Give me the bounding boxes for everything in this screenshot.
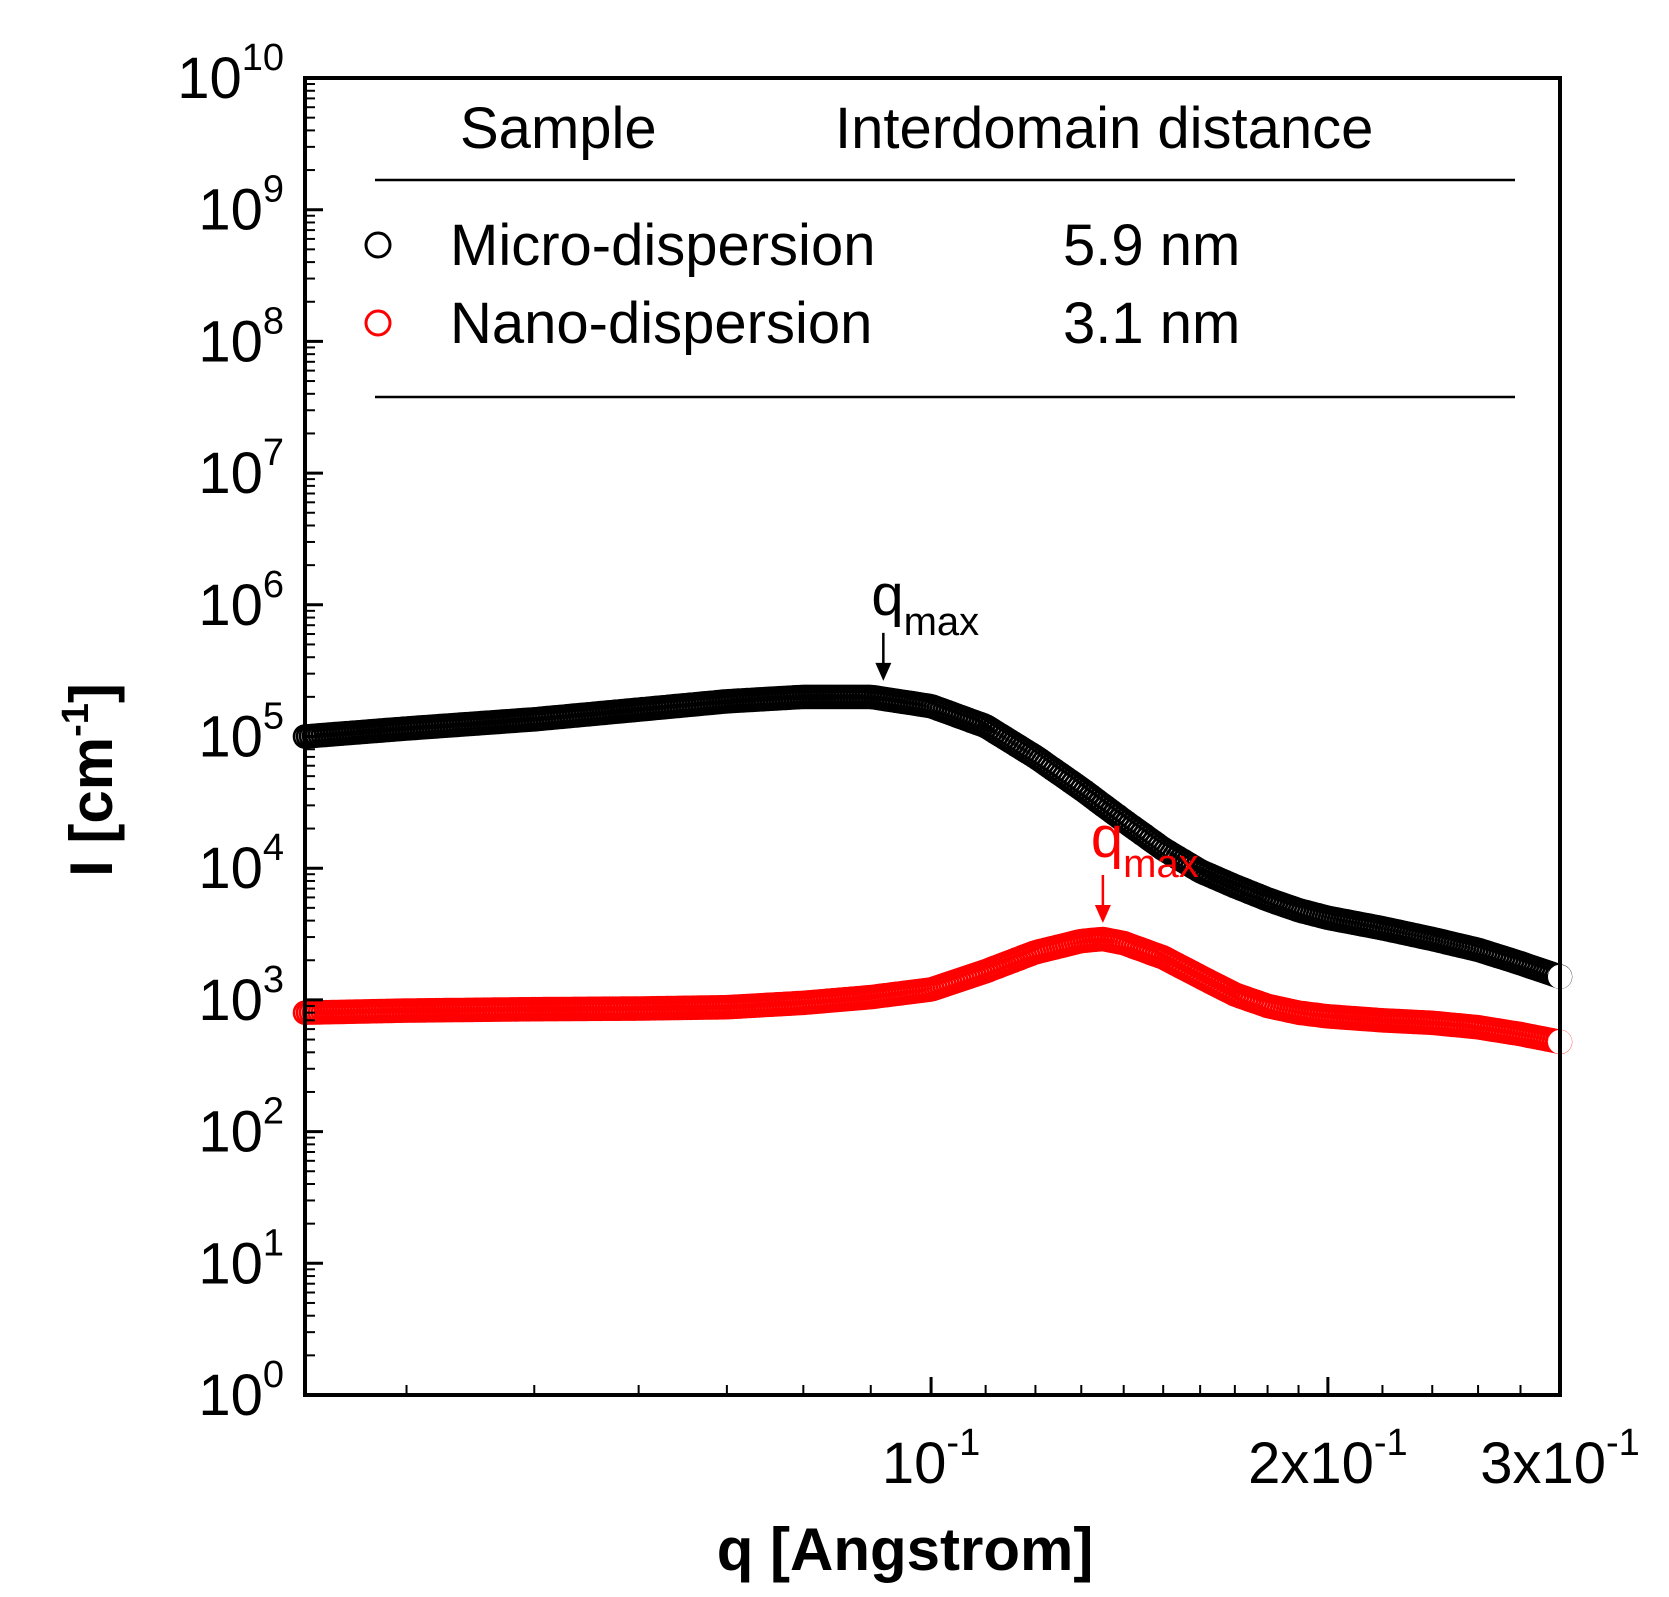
qmax-annotation-0: qmax — [871, 563, 979, 681]
qmax-annotation-1: qmax — [1091, 805, 1199, 924]
x-tick-base: 10 — [1309, 1431, 1374, 1496]
legend-header-sample: Sample — [460, 96, 657, 161]
x-tick-exponent: -1 — [946, 1422, 980, 1464]
qmax-label-main: q — [1091, 805, 1123, 870]
y-tick-base: 10 — [198, 309, 263, 374]
x-axis: 10-1 2x10-1 3x10-1 — [405, 1377, 1640, 1496]
legend-distance-micro: 5.9 nm — [1063, 213, 1240, 278]
legend-header-distance: Interdomain distance — [835, 96, 1373, 161]
y-tick-base: 10 — [198, 1363, 263, 1428]
y-tick-base: 10 — [198, 968, 263, 1033]
legend-label-micro: Micro-dispersion — [450, 213, 875, 278]
x-tick-exponent: -1 — [1606, 1422, 1640, 1464]
y-tick-label: 108 — [198, 300, 284, 374]
y-tick-exponent: 0 — [263, 1354, 284, 1396]
y-tick-base: 10 — [198, 705, 263, 770]
series-layer — [292, 684, 1573, 1055]
x-tick-mantissa: 2x — [1248, 1431, 1309, 1496]
y-tick-label: 100 — [198, 1354, 284, 1428]
y-tick-exponent: 3 — [263, 959, 284, 1001]
y-tick-base: 10 — [198, 441, 263, 506]
y-axis-title: I [cm-1] — [55, 683, 125, 877]
y-tick-label: 1010 — [177, 37, 284, 111]
x-tick-base: 10 — [882, 1431, 947, 1496]
y-tick-label: 101 — [198, 1222, 284, 1296]
qmax-label: qmax — [871, 563, 979, 644]
y-tick-exponent: 5 — [263, 696, 284, 738]
y-axis-title-exponent: -1 — [55, 703, 97, 737]
legend-marker-nano — [364, 309, 392, 337]
x-tick-label: 10-1 — [882, 1422, 980, 1496]
y-tick-exponent: 2 — [263, 1091, 284, 1133]
y-tick-label: 105 — [198, 696, 284, 770]
legend-distance-nano: 3.1 nm — [1063, 291, 1240, 356]
x-tick-label: 3x10-1 — [1480, 1422, 1640, 1496]
qmax-arrow-head — [875, 662, 892, 681]
y-tick-exponent: 9 — [263, 169, 284, 211]
y-tick-label: 104 — [198, 827, 284, 901]
series-nano-dispersion — [292, 926, 1573, 1055]
qmax-label-sub: max — [904, 600, 980, 644]
y-tick-exponent: 4 — [263, 827, 284, 869]
y-tick-exponent: 8 — [263, 300, 284, 342]
y-tick-label: 106 — [198, 564, 284, 638]
y-tick-base: 10 — [198, 573, 263, 638]
y-tick-exponent: 6 — [263, 564, 284, 606]
series-micro-dispersion — [292, 684, 1573, 990]
y-tick-label: 103 — [198, 959, 284, 1033]
legend-marker-micro — [364, 231, 392, 259]
y-tick-base: 10 — [177, 46, 242, 111]
y-tick-label: 109 — [198, 169, 284, 243]
x-tick-base: 10 — [1541, 1431, 1606, 1496]
qmax-label: qmax — [1091, 805, 1199, 886]
x-tick-exponent: -1 — [1374, 1422, 1408, 1464]
qmax-arrow-head — [1094, 905, 1111, 924]
y-tick-base: 10 — [198, 1100, 263, 1165]
y-tick-base: 10 — [198, 836, 263, 901]
y-tick-exponent: 1 — [263, 1222, 284, 1264]
x-axis-title: q [Angstrom] — [717, 1516, 1094, 1583]
qmax-label-sub: max — [1123, 842, 1199, 886]
y-axis-title-main: I [cm — [58, 737, 125, 877]
y-tick-base: 10 — [198, 1231, 263, 1296]
x-tick-label: 2x10-1 — [1248, 1422, 1408, 1496]
y-tick-exponent: 7 — [263, 432, 284, 474]
y-tick-exponent: 10 — [242, 37, 284, 79]
qmax-label-main: q — [871, 563, 903, 628]
legend: Sample Interdomain distance Micro-disper… — [364, 96, 1515, 399]
legend-label-nano: Nano-dispersion — [450, 291, 872, 356]
y-tick-base: 10 — [198, 178, 263, 243]
x-tick-mantissa: 3x — [1480, 1431, 1541, 1496]
y-tick-label: 102 — [198, 1091, 284, 1165]
y-tick-label: 107 — [198, 432, 284, 506]
y-axis-title-close: ] — [58, 683, 125, 703]
